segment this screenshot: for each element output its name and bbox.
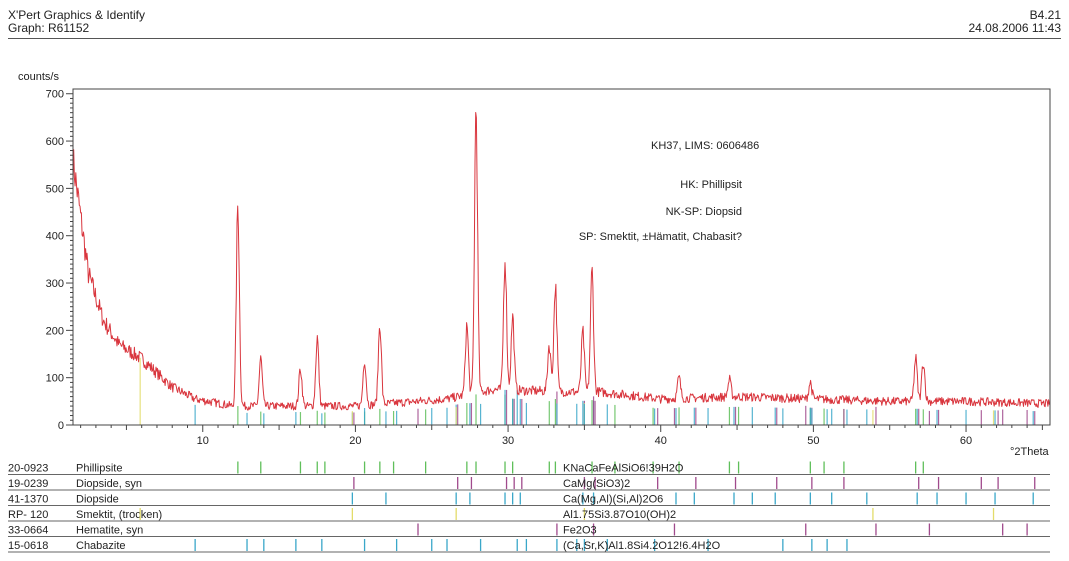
phase-code: 33-0664: [8, 525, 48, 537]
x-tick-label: 40: [655, 435, 667, 447]
phase-code: RP- 120: [8, 509, 48, 521]
x-tick-label: 60: [960, 435, 972, 447]
x-tick-label: 30: [502, 435, 514, 447]
phase-row: 15-0618 Chabazite (Ca,Sr,K)Al1.8Si4.2O12!6…: [8, 539, 1050, 553]
phase-formula: (Ca,Sr,K)Al1.8Si4.2O12!6.4H2O: [563, 540, 721, 552]
phase-formula: CaMg(SiO3)2: [563, 478, 630, 490]
main-phase-annotation: HK: Phillipsit: [680, 179, 742, 191]
phase-name: Diopside, syn: [76, 478, 142, 490]
phase-code: 15-0618: [8, 540, 48, 552]
reference-sticks-0: [237, 394, 924, 425]
phase-row: 20-0923 Phillipsite KNaCaFeAlSiO6!39H2O: [8, 461, 1050, 475]
report-header-right: B4.21 24.08.2006 11:43: [968, 9, 1061, 35]
y-tick-label: 700: [46, 89, 64, 101]
plot-frame: [72, 88, 1051, 426]
phase-formula: Al1.75Si3.87O10(OH)2: [563, 509, 676, 521]
phase-formula: KNaCaFeAlSiO6!39H2O: [563, 463, 684, 475]
header-divider: [8, 38, 1061, 39]
y-tick-label: 300: [46, 278, 64, 290]
y-tick-label: 500: [46, 183, 64, 195]
phase-row: RP- 120 Smektit, (trocken) Al1.75Si3.87O10…: [8, 508, 1050, 522]
y-axis-label: counts/s: [18, 71, 59, 83]
phase-row: 33-0664 Hematite, syn Fe2O3: [8, 523, 1050, 537]
phase-formula: Fe2O3: [563, 525, 597, 537]
sample-annotations: KH37, LIMS: 0606486 HK: Phillipsit NK-SP…: [579, 140, 759, 243]
sample-id-annotation: KH37, LIMS: 0606486: [651, 140, 759, 152]
trace-phase-annotation: SP: Smektit, ±Hämatit, Chabasit?: [579, 231, 742, 243]
reference-sticks-1: [353, 389, 1036, 425]
x-tick-label: 50: [807, 435, 819, 447]
phase-code: 20-0923: [8, 463, 48, 475]
y-tick-label: 100: [46, 373, 64, 385]
x-tick-label: 10: [197, 435, 209, 447]
plot-area: 0 100 200 300 400 500 600 700 10 20 30 40 50 60: [46, 88, 1051, 447]
y-tick-label: 400: [46, 231, 64, 243]
phase-name: Smektit, (trocken): [76, 509, 162, 521]
phase-formula: Ca(Mg,Al)(Si,Al)2O6: [563, 494, 663, 506]
graph-label: Graph: R61152: [8, 21, 90, 35]
phase-name: Phillipsite: [76, 463, 122, 475]
phase-code: 41-1370: [8, 494, 48, 506]
report-datetime: 24.08.2006 11:43: [968, 21, 1061, 35]
minor-phase-annotation: NK-SP: Diopsid: [666, 206, 742, 218]
diffraction-trace: [72, 112, 1051, 411]
reference-pattern-list: 20-0923 Phillipsite KNaCaFeAlSiO6!39H2O 19-…: [8, 461, 1050, 553]
y-tick-label: 200: [46, 325, 64, 337]
y-tick-label: 600: [46, 136, 64, 148]
y-tick-label: 0: [58, 420, 64, 432]
report-header-left: X'Pert Graphics & Identify Graph: R61152: [8, 9, 145, 35]
x-axis-label: °2Theta: [1010, 446, 1050, 458]
phase-name: Diopside: [76, 494, 119, 506]
phase-name: Chabazite: [76, 540, 126, 552]
x-axis: 10 20 30 40 50 60: [80, 425, 1043, 447]
phase-code: 19-0239: [8, 478, 48, 490]
reference-sticks-5: [194, 390, 848, 425]
y-axis: 0 100 200 300 400 500 600 700: [46, 89, 73, 432]
x-tick-label: 20: [349, 435, 361, 447]
phase-row: 41-1370 Diopside Ca(Mg,Al)(Si,Al)2O6: [8, 492, 1050, 506]
phase-name: Hematite, syn: [76, 525, 143, 537]
document-id: B4.21: [1029, 8, 1061, 22]
phase-row: 19-0239 Diopside, syn CaMg(SiO3)2: [8, 477, 1050, 491]
app-title: X'Pert Graphics & Identify: [8, 8, 146, 22]
